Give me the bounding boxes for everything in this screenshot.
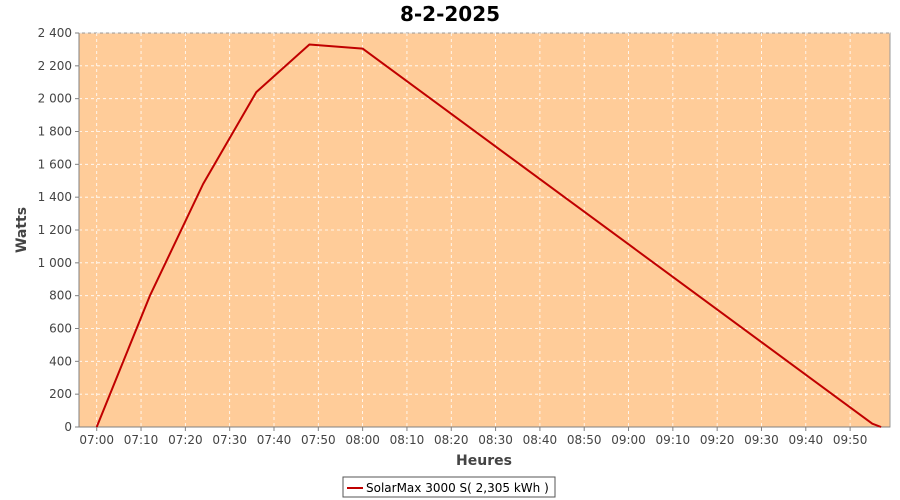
y-tick-label: 800 (49, 289, 72, 303)
x-tick-label: 07:40 (257, 433, 292, 447)
y-tick-label: 600 (49, 322, 72, 336)
x-tick-label: 07:10 (124, 433, 159, 447)
x-tick-label: 08:40 (523, 433, 558, 447)
series-line-0 (95, 43, 882, 428)
x-tick-label: 09:50 (833, 433, 868, 447)
ticks: 0 200 400 600 800 1 000 1 200 1 400 1 600 1 800 2 … (38, 26, 868, 447)
y-tick-label: 1 600 (38, 157, 72, 171)
x-tick-label: 08:20 (434, 433, 469, 447)
y-tick-label: 1 200 (38, 223, 72, 237)
x-tick-label: 09:30 (744, 433, 779, 447)
x-tick-label: 08:10 (390, 433, 425, 447)
x-tick-label: 09:10 (656, 433, 691, 447)
x-tick-label: 09:20 (700, 433, 735, 447)
x-tick-label: 08:30 (478, 433, 513, 447)
y-tick-label: 1 000 (38, 256, 72, 270)
y-axis-label: Watts (14, 207, 30, 253)
legend-box (342, 476, 556, 498)
legend-label: SolarMax 3000 S( 2,305 kWh ) (366, 481, 549, 495)
x-tick-label: 09:40 (789, 433, 824, 447)
x-tick-label: 07:20 (168, 433, 203, 447)
y-tick-label: 0 (64, 420, 72, 434)
legend: SolarMax 3000 S( 2,305 kWh ) (342, 476, 556, 498)
y-tick-label: 1 800 (38, 125, 72, 139)
y-tick-label: 2 400 (38, 26, 72, 40)
y-tick-label: 2 200 (38, 59, 72, 73)
x-axis-label: Heures (456, 453, 512, 469)
series-layer (95, 43, 882, 428)
x-tick-label: 07:00 (79, 433, 114, 447)
y-tick-label: 1 400 (38, 190, 72, 204)
x-tick-label: 07:30 (212, 433, 247, 447)
x-tick-label: 08:50 (567, 433, 602, 447)
x-tick-label: 09:00 (611, 433, 646, 447)
x-tick-label: 07:50 (301, 433, 336, 447)
chart-title: 8-2-2025 (400, 2, 500, 26)
x-tick-label: 08:00 (345, 433, 380, 447)
y-tick-label: 2 000 (38, 92, 72, 106)
y-tick-label: 400 (49, 354, 72, 368)
y-tick-label: 200 (49, 387, 72, 401)
plot-area (78, 32, 891, 428)
